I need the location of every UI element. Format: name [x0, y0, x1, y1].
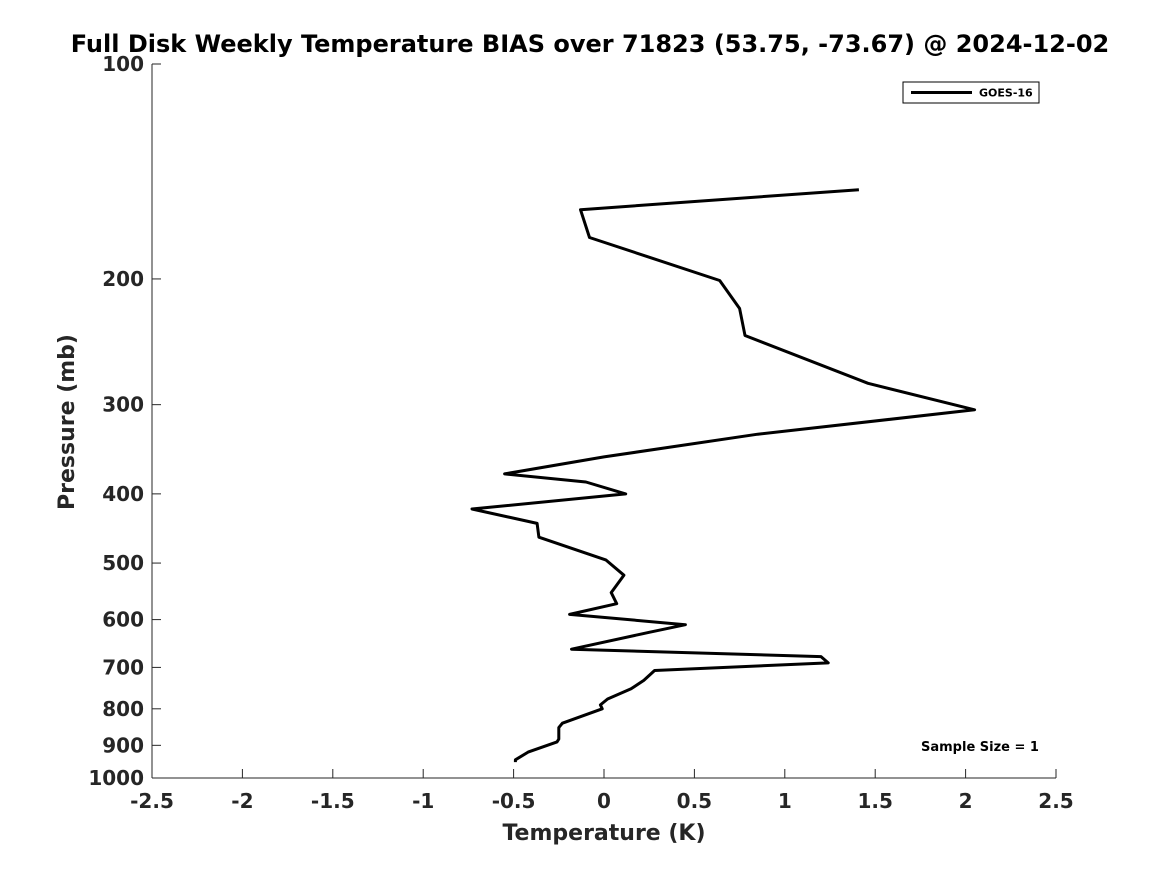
x-axis-label: Temperature (K) [502, 821, 705, 846]
x-tick-label: -1 [412, 789, 434, 813]
axes: -2.5 -2 -1.5 -1 -0.5 0 0.5 1 1.5 2 2.5 100 200 300 400… [88, 52, 1073, 813]
x-tick-label: 0.5 [677, 789, 712, 813]
x-tick-label: 1 [778, 789, 792, 813]
y-tick-label: 400 [102, 482, 144, 506]
legend-label-goes-16: GOES-16 [979, 87, 1033, 100]
y-tick-label: 500 [102, 551, 144, 575]
y-tick-label: 100 [102, 52, 144, 76]
x-tick-label: 2.5 [1038, 789, 1073, 813]
y-tick-label: 900 [102, 733, 144, 757]
x-tick-label: -1.5 [311, 789, 355, 813]
chart-title: Full Disk Weekly Temperature BIAS over 7… [71, 30, 1110, 58]
y-tick-label: 300 [102, 393, 144, 417]
series-line-goes-16 [470, 188, 977, 763]
sample-size-annotation: Sample Size = 1 [921, 740, 1039, 755]
x-tick-label: -0.5 [492, 789, 536, 813]
x-tick-label: -2.5 [130, 789, 174, 813]
y-tick-label: 700 [102, 655, 144, 679]
x-tick-label: 2 [959, 789, 973, 813]
y-tick-label: 600 [102, 608, 144, 632]
x-tick-label: -2 [231, 789, 253, 813]
legend: GOES-16 [902, 81, 1040, 104]
x-tick-label: 1.5 [857, 789, 892, 813]
x-tick-label: 0 [597, 789, 611, 813]
y-tick-label: 1000 [88, 766, 144, 790]
series-layer [470, 188, 977, 763]
y-axis-label: Pressure (mb) [55, 334, 80, 510]
y-tick-label: 800 [102, 697, 144, 721]
y-tick-label: 200 [102, 267, 144, 291]
